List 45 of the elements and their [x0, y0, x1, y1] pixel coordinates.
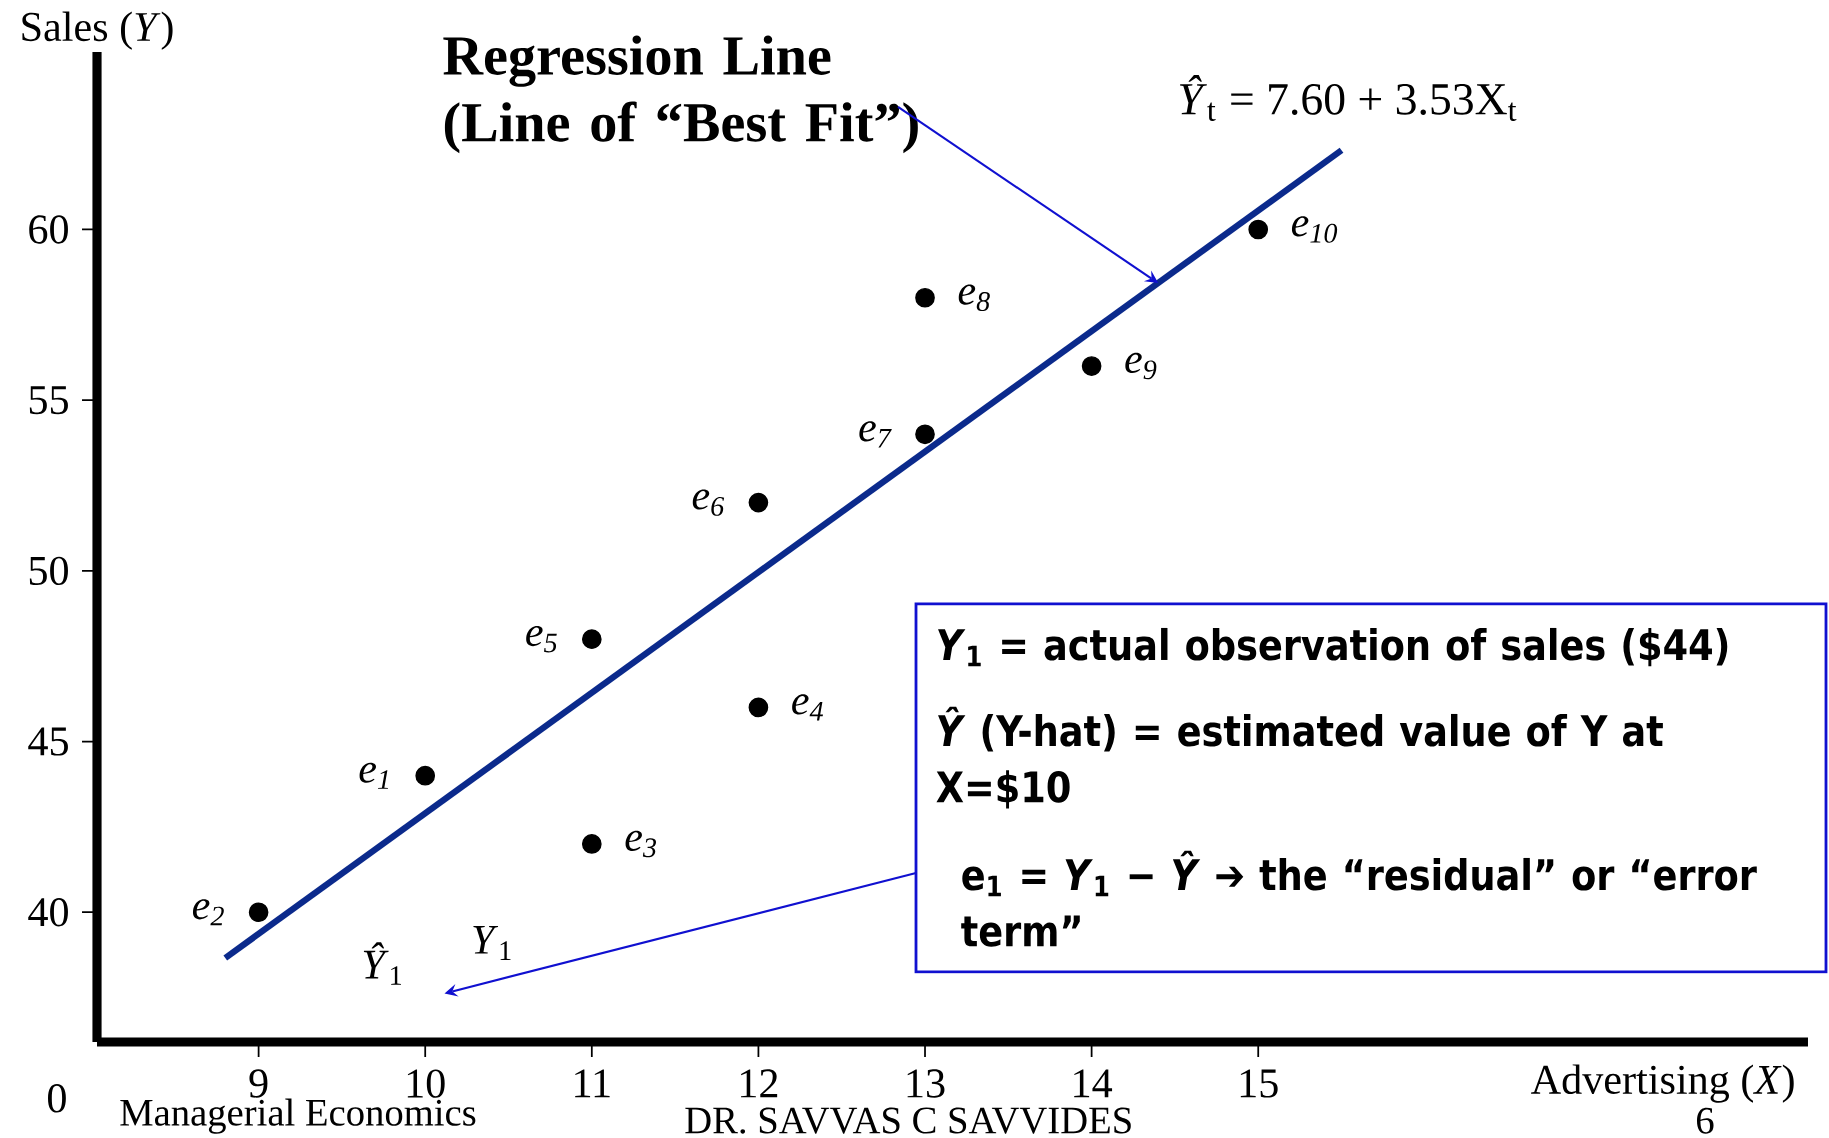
annotation: Ŷ (Y-hat) = estimated value of Y at X=$10 — [936, 706, 1663, 809]
annotation: e$_{1}$ — [359, 762, 388, 789]
y-tick-label: 40 — [28, 898, 68, 927]
y-axis-title: Sales (Y) — [22, 11, 173, 50]
annotation: Ŷ$_{t}$ = 7.60 + 3.53X$_{t}$ — [1180, 75, 1517, 121]
annotation: e$_{4}$ — [792, 694, 823, 721]
x-tick-label: 9 — [249, 1069, 268, 1098]
x-tick-label: 13 — [907, 1069, 945, 1098]
annotation: Regression Line (Line of “Best Fit”) — [443, 35, 918, 154]
x-tick-label: 10 — [407, 1069, 445, 1098]
annotation: e$_{5}$ — [526, 625, 557, 653]
y-tick-label: 45 — [28, 727, 68, 756]
x-axis-title: Advertising (X) — [1531, 1064, 1794, 1103]
point — [915, 287, 935, 308]
point — [748, 697, 769, 718]
annotation: e$_{7}$ — [859, 421, 892, 448]
text: DR. SAVVAS C SAVVIDES — [685, 1107, 1131, 1134]
point — [415, 765, 436, 786]
annotation: e$_{9}$ — [1125, 352, 1157, 380]
x-tick-label: 14 — [1074, 1069, 1113, 1098]
text: e$_{1}$ = Y$_{1}$ − Ŷ ➔ the “residual” or “error term” — [961, 850, 1757, 947]
annotation: Y$_{1}$ — [473, 926, 511, 960]
point — [581, 834, 602, 854]
text: 0 — [48, 1084, 66, 1113]
y-tick-label: 55 — [29, 386, 68, 415]
point — [581, 629, 602, 650]
text: 6 — [1696, 1107, 1714, 1134]
point — [1081, 356, 1102, 376]
annotation: e$_{2}$ — [192, 899, 224, 926]
annotation: e$_{3}$ — [625, 830, 657, 858]
text: Managerial Economics — [120, 1098, 476, 1134]
point — [915, 424, 935, 445]
y-tick-label: 60 — [29, 215, 68, 244]
x-tick-label: 11 — [575, 1069, 610, 1098]
annotation: e$_{6}$ — [692, 489, 725, 516]
annotation: e$_{8}$ — [958, 284, 990, 312]
point — [748, 492, 769, 513]
annotation: Y$_{1}$ = actual observation of sales ($44) — [938, 627, 1728, 667]
x-tick-label: 12 — [741, 1069, 778, 1098]
point — [1248, 219, 1269, 240]
annotation: Ŷ$_{1}$ — [363, 942, 401, 985]
annotation: e$_{10}$ — [1291, 216, 1338, 243]
y-tick-label: 50 — [29, 556, 68, 586]
point — [248, 902, 269, 923]
x-tick-label: 15 — [1240, 1069, 1278, 1098]
